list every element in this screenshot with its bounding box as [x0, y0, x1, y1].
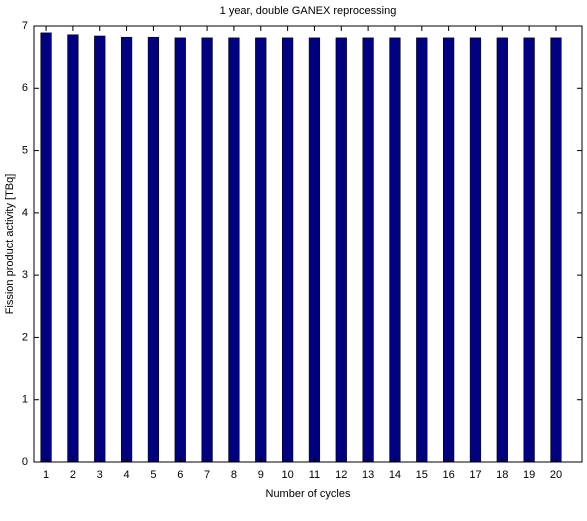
bar — [120, 36, 133, 463]
bar — [362, 37, 374, 463]
bar — [550, 37, 562, 463]
x-tick-label: 19 — [523, 469, 535, 481]
x-tick-label: 6 — [177, 469, 183, 481]
bar — [147, 36, 160, 463]
x-tick-label: 4 — [124, 469, 130, 481]
bar — [255, 37, 267, 463]
bar — [308, 37, 321, 463]
x-tick-label: 16 — [442, 469, 454, 481]
y-tick-label: 4 — [22, 207, 28, 219]
y-tick-label: 0 — [22, 456, 28, 468]
x-tick-label: 5 — [150, 469, 156, 481]
x-tick-label: 8 — [231, 469, 237, 481]
bar — [67, 34, 79, 463]
bar — [496, 37, 508, 463]
x-tick-label: 9 — [258, 469, 264, 481]
x-tick-label: 20 — [550, 469, 562, 481]
y-tick-label: 7 — [22, 20, 28, 32]
bar — [201, 37, 213, 463]
x-tick-label: 3 — [97, 469, 103, 481]
y-axis-label: Fission product activity [TBq] — [4, 174, 16, 315]
bar — [523, 37, 535, 463]
x-tick-label: 17 — [469, 469, 481, 481]
axes-box — [33, 25, 583, 463]
bar — [389, 37, 401, 463]
x-tick-label: 12 — [335, 469, 347, 481]
x-axis-label: Number of cycles — [266, 488, 351, 500]
x-tick-label: 10 — [281, 469, 293, 481]
y-tick-label: 2 — [22, 331, 28, 343]
x-tick-label: 7 — [204, 469, 210, 481]
bar — [281, 37, 294, 463]
y-tick-label: 3 — [22, 269, 28, 281]
bar — [228, 37, 240, 463]
y-tick-label: 6 — [22, 82, 28, 94]
x-tick-label: 14 — [389, 469, 401, 481]
x-tick-label: 1 — [43, 469, 49, 481]
y-tick-label: 5 — [22, 144, 28, 156]
bar — [94, 35, 106, 463]
chart-title: 1 year, double GANEX reprocessing — [220, 5, 397, 17]
x-tick-label: 11 — [309, 469, 320, 481]
x-tick-label: 15 — [416, 469, 428, 481]
x-tick-label: 2 — [70, 469, 76, 481]
x-tick-label: 13 — [362, 469, 374, 481]
x-tick-label: 18 — [496, 469, 508, 481]
bar — [335, 37, 347, 463]
bar — [174, 37, 186, 463]
bar — [40, 32, 52, 463]
bar — [469, 37, 482, 463]
bar — [416, 37, 428, 463]
bar — [443, 37, 455, 463]
y-tick-label: 1 — [22, 394, 28, 406]
